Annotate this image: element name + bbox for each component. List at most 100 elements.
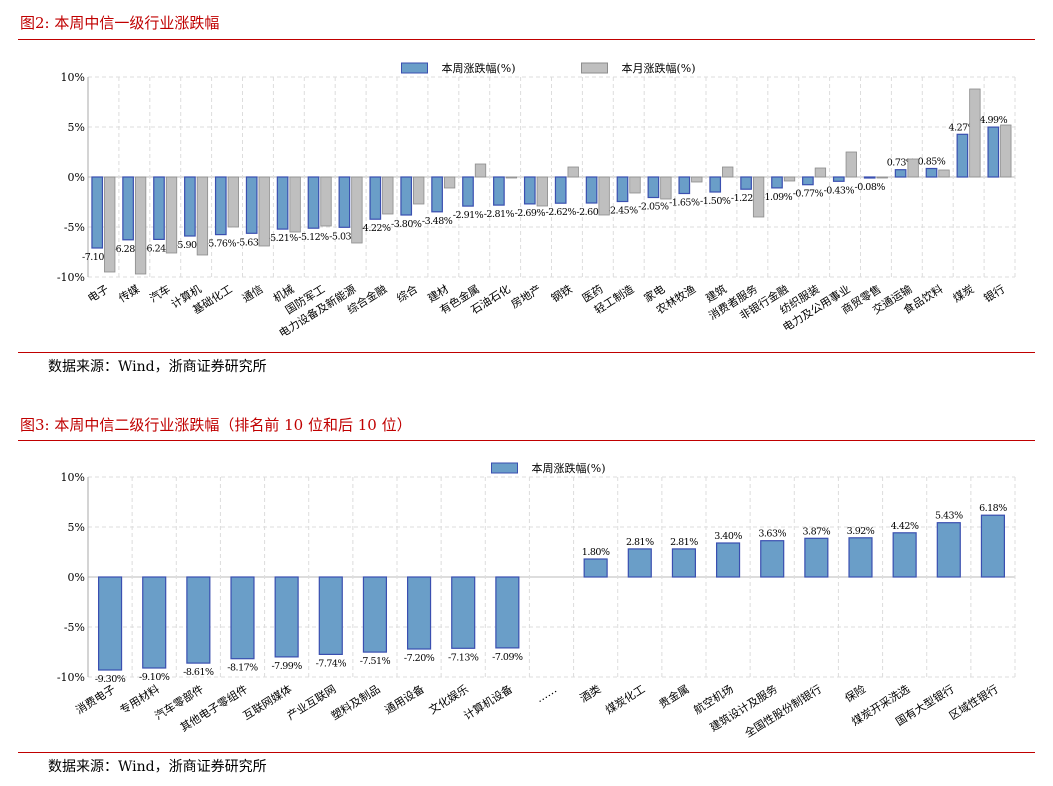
data-label: -7.13% xyxy=(448,652,479,663)
y-tick-label: 10% xyxy=(61,71,85,84)
bar xyxy=(938,169,950,178)
data-label: -5.90% xyxy=(175,240,206,251)
data-label: 4.99% xyxy=(979,115,1007,126)
bar xyxy=(400,176,413,216)
data-label: -7.10% xyxy=(82,252,113,263)
bar xyxy=(186,576,211,664)
bar xyxy=(616,176,629,203)
bar xyxy=(338,176,351,228)
source-divider xyxy=(18,752,1035,753)
bar xyxy=(97,576,123,671)
bar xyxy=(722,166,734,178)
bar xyxy=(369,176,382,220)
data-label: -5.03% xyxy=(329,231,360,242)
bar xyxy=(627,548,652,578)
bar xyxy=(691,176,703,183)
bar xyxy=(245,176,258,234)
bar xyxy=(474,163,487,178)
x-tick-label: 传媒 xyxy=(116,283,142,306)
data-label: 6.18% xyxy=(979,503,1007,514)
bar xyxy=(894,169,907,178)
x-tick-label: 贵金属 xyxy=(656,682,691,711)
bar xyxy=(134,176,147,275)
data-label: 3.40% xyxy=(714,531,742,542)
y-tick-label: -5% xyxy=(64,221,85,234)
data-label: 3.92% xyxy=(847,526,875,537)
data-label: -9.30% xyxy=(95,674,126,685)
data-label: -8.61% xyxy=(183,667,214,678)
y-tick-label: 0% xyxy=(68,171,85,184)
bar xyxy=(969,88,981,178)
bar xyxy=(122,176,134,241)
bar xyxy=(274,576,299,658)
bar xyxy=(980,514,1006,578)
data-label: -6.28% xyxy=(113,244,144,255)
legend-swatch xyxy=(401,62,428,74)
data-label: -1.09% xyxy=(762,192,793,203)
bar xyxy=(554,176,567,204)
bar xyxy=(214,176,227,236)
x-tick-label: 煤炭 xyxy=(951,283,977,306)
x-tick-label: 互联网媒体 xyxy=(240,682,294,723)
x-tick-label: 塑料及制品 xyxy=(328,682,382,723)
bar xyxy=(678,176,691,195)
data-label: -2.45% xyxy=(607,206,638,217)
x-tick-label: 综合 xyxy=(394,282,420,306)
bar xyxy=(956,133,969,178)
bar xyxy=(142,576,167,669)
data-label: 1.80% xyxy=(582,547,610,558)
bar xyxy=(536,176,548,207)
bar xyxy=(845,151,857,178)
data-label: 3.63% xyxy=(758,529,786,540)
data-label: -7.09% xyxy=(492,652,523,663)
bar xyxy=(1000,124,1012,178)
bar xyxy=(318,576,343,656)
data-label: -7.20% xyxy=(404,653,435,664)
title-divider xyxy=(18,39,1035,40)
bar xyxy=(863,176,876,179)
y-tick-label: 0% xyxy=(68,571,85,584)
data-label: -3.80% xyxy=(391,219,422,230)
y-tick-label: 10% xyxy=(61,471,85,484)
bar xyxy=(505,176,518,179)
bar xyxy=(230,576,255,660)
bar xyxy=(814,167,827,178)
data-label: -2.60% xyxy=(576,207,607,218)
data-label: -9.10% xyxy=(139,672,170,683)
bar xyxy=(443,176,456,189)
legend-label: 本周涨跌幅(%) xyxy=(532,461,606,475)
x-tick-label: 电子 xyxy=(85,283,111,306)
data-label: -5.63% xyxy=(237,237,268,248)
data-label: 4.42% xyxy=(891,521,919,532)
bar xyxy=(876,176,888,179)
bar xyxy=(91,176,104,249)
data-label: -5.21% xyxy=(267,233,298,244)
data-label: -0.43% xyxy=(824,185,855,196)
bar xyxy=(495,576,520,649)
y-tick-label: 5% xyxy=(68,121,85,134)
bar xyxy=(709,176,722,193)
figure-2-source: 数据来源：Wind，浙商证券研究所 xyxy=(48,359,267,375)
x-tick-label: 通信 xyxy=(240,283,266,306)
data-label: -0.08% xyxy=(855,182,886,193)
data-label: 3.87% xyxy=(803,526,831,537)
data-label: -1.65% xyxy=(669,198,700,209)
bar xyxy=(585,176,598,204)
bar xyxy=(629,176,641,194)
x-tick-label: 消费电子 xyxy=(73,682,118,717)
data-label: -7.74% xyxy=(316,658,347,669)
bar xyxy=(647,176,660,199)
x-tick-label: 钢铁 xyxy=(549,283,575,306)
figure-2-title: 图2: 本周中信一级行业涨跌幅 xyxy=(20,14,220,32)
data-label: -7.51% xyxy=(360,656,391,667)
data-label: -6.24% xyxy=(144,243,175,254)
x-tick-label: 全国性股份制银行 xyxy=(742,682,824,741)
bar xyxy=(406,576,432,650)
bar xyxy=(848,537,873,578)
data-label: -0.77% xyxy=(793,189,824,200)
chart-industry-level1: -10%-5%0%5%10%本周涨跌幅(%) 本月涨跌幅(%)-7.10%-6.2… xyxy=(57,61,1016,340)
bar xyxy=(523,176,536,205)
data-label: -5.76% xyxy=(206,239,237,250)
bar xyxy=(936,522,961,578)
source-divider xyxy=(18,352,1035,353)
